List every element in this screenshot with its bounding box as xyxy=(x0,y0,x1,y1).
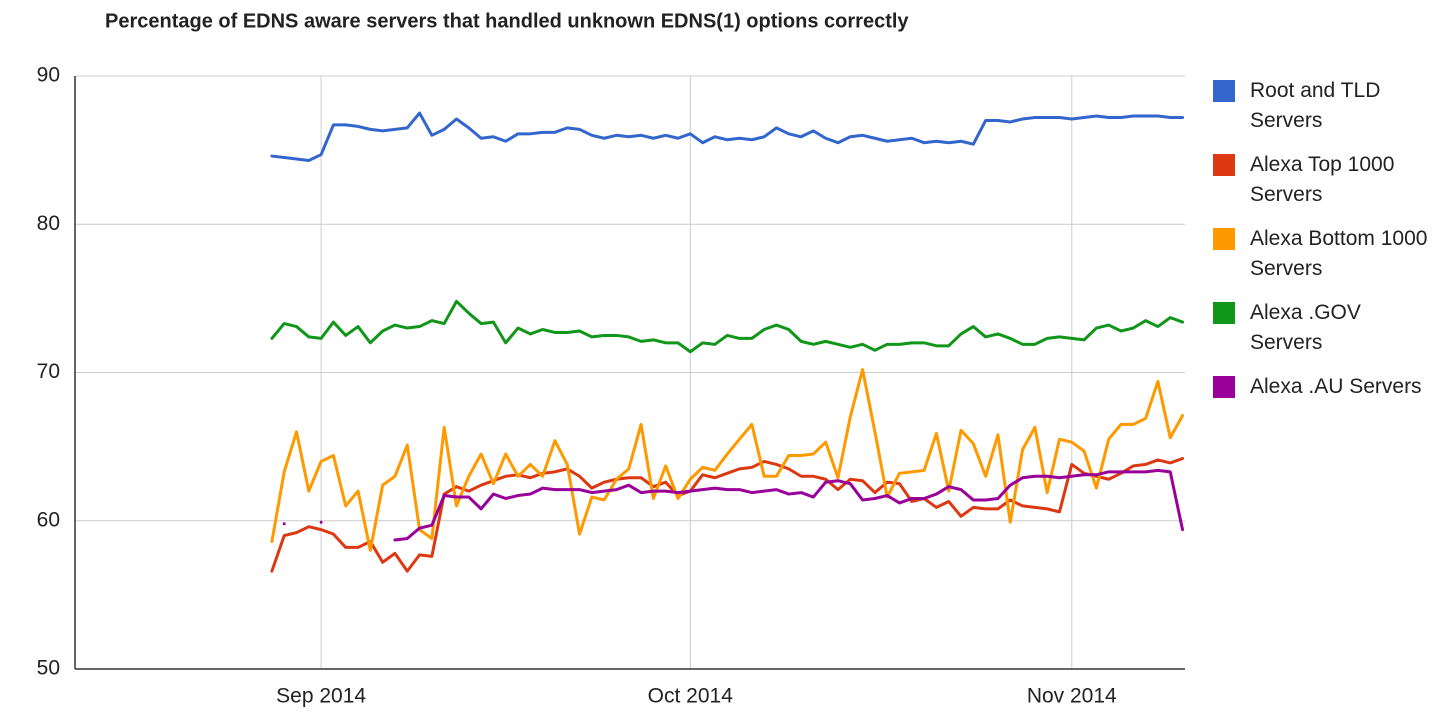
legend-item: Alexa Top 1000 Servers xyxy=(1213,150,1438,224)
series-line xyxy=(270,368,1185,552)
series-line xyxy=(270,111,1185,163)
chart-title: Percentage of EDNS aware servers that ha… xyxy=(105,10,909,32)
legend-item: Alexa .AU Servers xyxy=(1213,372,1438,446)
legend-label: Alexa Bottom 1000 Servers xyxy=(1250,227,1428,280)
legend-swatch xyxy=(1213,154,1235,176)
y-tick-label: 90 xyxy=(37,64,60,87)
legend-item: Alexa Bottom 1000 Servers xyxy=(1213,224,1438,298)
y-tick-label: 80 xyxy=(37,212,60,235)
legend-item: Alexa .GOV Servers xyxy=(1213,298,1438,372)
y-tick-label: 50 xyxy=(37,657,60,680)
legend: Root and TLD Servers Alexa Top 1000 Serve… xyxy=(1213,76,1438,446)
legend-item: Root and TLD Servers xyxy=(1213,76,1438,150)
legend-label: Alexa Top 1000 Servers xyxy=(1250,153,1395,206)
legend-swatch xyxy=(1213,228,1235,250)
series-line xyxy=(270,456,1185,573)
y-tick-label: 60 xyxy=(37,508,60,531)
x-tick-label: Oct 2014 xyxy=(648,685,734,708)
legend-swatch xyxy=(1213,376,1235,398)
series-line xyxy=(282,468,1185,542)
x-tick-label: Sep 2014 xyxy=(276,685,366,708)
legend-label: Alexa .GOV Servers xyxy=(1250,301,1361,354)
legend-swatch xyxy=(1213,80,1235,102)
legend-label: Root and TLD Servers xyxy=(1250,79,1381,132)
legend-label: Alexa .AU Servers xyxy=(1250,375,1422,398)
series-line xyxy=(270,299,1185,354)
y-tick-label: 70 xyxy=(37,360,60,383)
x-tick-label: Nov 2014 xyxy=(1027,685,1117,708)
legend-swatch xyxy=(1213,302,1235,324)
